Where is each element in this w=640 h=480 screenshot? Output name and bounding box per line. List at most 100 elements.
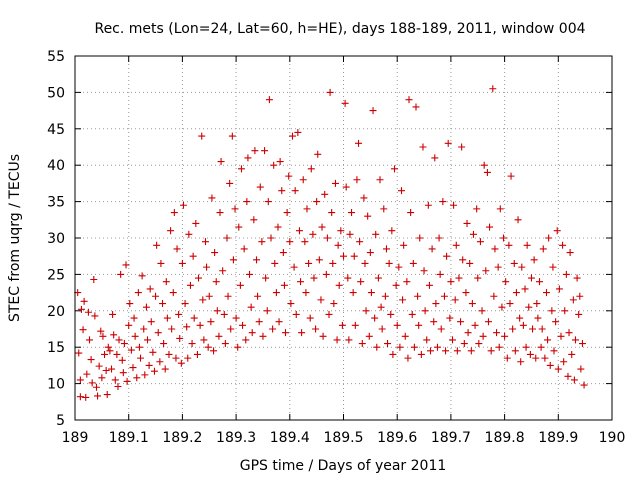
data-point	[340, 252, 347, 260]
data-point	[290, 263, 298, 271]
data-point	[242, 336, 250, 344]
data-point	[297, 278, 305, 286]
data-point	[554, 365, 562, 373]
data-point	[90, 275, 98, 283]
data-point	[538, 325, 546, 333]
data-point	[404, 354, 412, 362]
data-point	[98, 374, 106, 382]
y-tick-label: 30	[47, 231, 65, 247]
data-point	[539, 245, 547, 253]
data-point	[131, 332, 139, 340]
data-point	[276, 158, 284, 166]
data-point	[247, 303, 255, 311]
data-point	[428, 245, 436, 253]
data-point	[264, 198, 272, 206]
data-point	[223, 234, 231, 242]
data-point	[80, 297, 88, 305]
data-point	[430, 318, 438, 326]
y-tick-label: 50	[47, 85, 65, 101]
data-point	[419, 143, 427, 151]
data-point	[190, 314, 198, 322]
data-point	[104, 343, 112, 351]
data-point	[95, 362, 103, 370]
data-point	[120, 340, 128, 348]
data-point	[140, 325, 148, 333]
data-point	[501, 332, 509, 340]
data-point	[178, 259, 186, 267]
data-point	[457, 318, 465, 326]
data-point	[172, 354, 180, 362]
y-tick-label: 10	[47, 377, 65, 393]
data-point	[453, 347, 461, 355]
data-point	[254, 292, 262, 300]
data-point	[471, 321, 479, 329]
data-point	[161, 365, 169, 373]
data-point	[102, 366, 110, 374]
data-point	[235, 223, 243, 231]
data-point	[356, 238, 364, 246]
data-point	[201, 238, 209, 246]
data-point	[403, 278, 411, 286]
data-point	[455, 274, 463, 282]
chart-title: Rec. mets (Lon=24, Lat=60, h=HE), days 1…	[94, 21, 585, 37]
data-point	[237, 165, 245, 173]
data-point	[396, 343, 404, 351]
data-point	[549, 263, 557, 271]
data-point	[357, 278, 365, 286]
data-point	[106, 347, 114, 355]
data-point	[361, 259, 369, 267]
data-point	[88, 379, 96, 387]
data-point	[179, 201, 187, 209]
data-point	[329, 259, 337, 267]
data-point	[215, 332, 223, 340]
data-point	[267, 234, 275, 242]
data-point	[580, 381, 588, 389]
data-point	[553, 227, 561, 235]
x-tick-label: 189.7	[431, 430, 471, 446]
data-point	[117, 270, 125, 278]
data-point	[412, 103, 420, 111]
data-point	[463, 219, 471, 227]
data-point	[424, 201, 432, 209]
data-point	[101, 350, 109, 358]
data-point	[167, 227, 175, 235]
data-point	[380, 205, 388, 213]
data-point	[542, 289, 550, 297]
data-point	[500, 234, 508, 242]
data-point	[425, 281, 433, 289]
data-point	[353, 176, 361, 184]
x-axis-label: GPS time / Days of year 2011	[240, 458, 447, 474]
data-point	[239, 321, 247, 329]
data-point	[490, 292, 498, 300]
data-point	[360, 194, 368, 202]
data-point	[163, 314, 171, 322]
grid	[75, 56, 612, 420]
data-point	[464, 329, 472, 337]
data-point	[432, 300, 440, 308]
data-point	[204, 343, 212, 351]
data-point	[250, 216, 258, 224]
data-point	[94, 392, 102, 400]
data-point	[292, 310, 300, 318]
data-point	[153, 241, 161, 249]
data-point	[341, 99, 349, 107]
data-point	[263, 307, 271, 315]
data-point	[119, 369, 127, 377]
data-point	[443, 252, 451, 260]
data-point	[374, 274, 382, 282]
data-point	[123, 377, 131, 385]
data-point	[544, 336, 552, 344]
data-point	[548, 307, 556, 315]
data-point	[193, 350, 201, 358]
data-point	[285, 172, 293, 180]
data-point	[435, 234, 443, 242]
data-point	[133, 374, 141, 382]
data-point	[168, 325, 176, 333]
y-tick-label: 5	[56, 413, 65, 429]
data-point	[561, 307, 569, 315]
data-point	[109, 310, 117, 318]
x-tick-label: 189.2	[162, 430, 202, 446]
data-point	[362, 307, 370, 315]
data-point	[126, 300, 134, 308]
data-point	[307, 165, 315, 173]
